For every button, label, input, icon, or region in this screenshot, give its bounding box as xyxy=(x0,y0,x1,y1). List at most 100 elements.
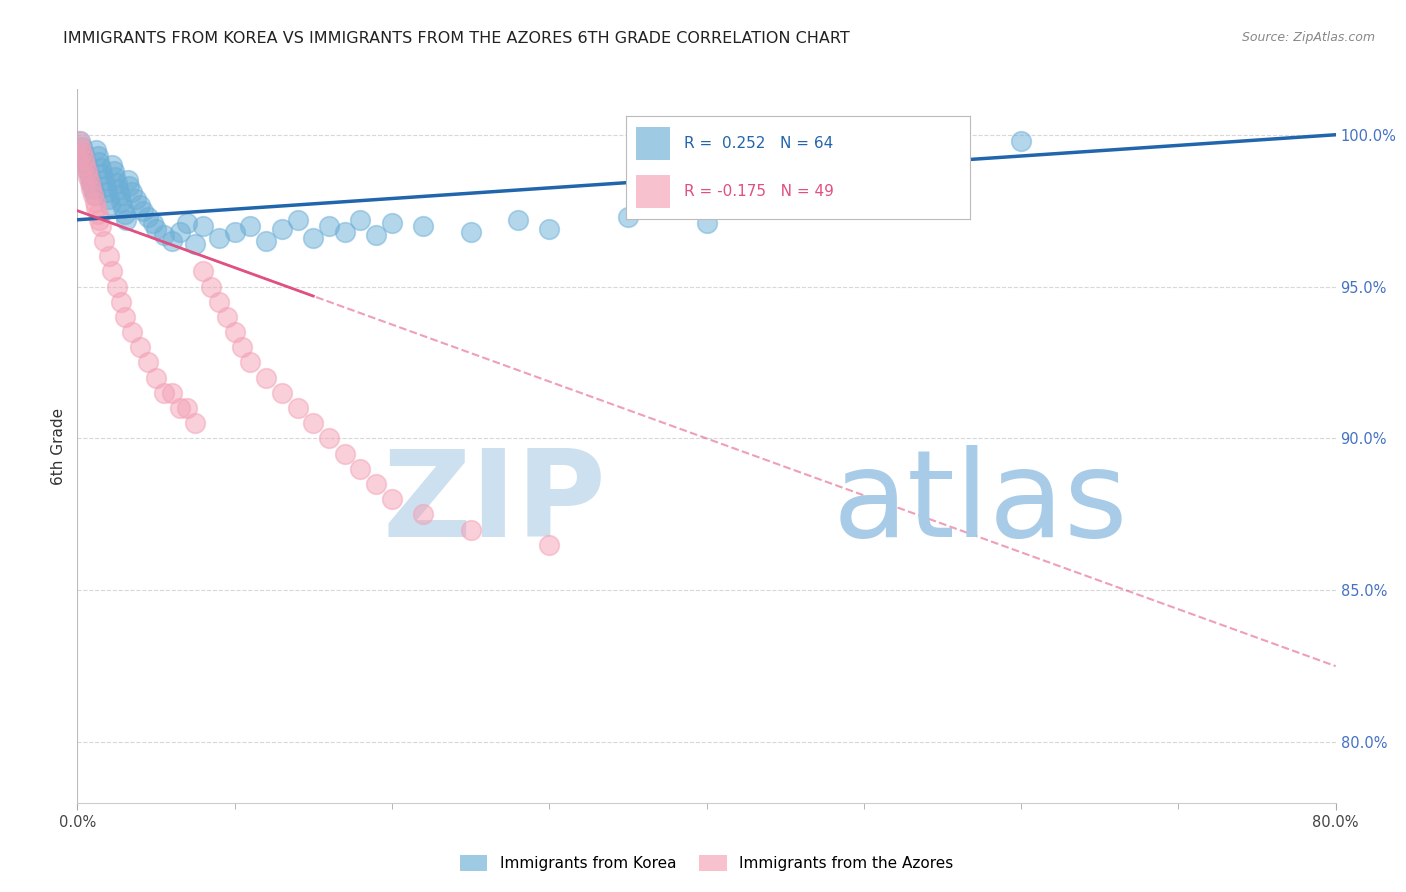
Point xyxy=(153,385,176,400)
Point xyxy=(160,385,183,400)
Point xyxy=(69,140,91,154)
Point xyxy=(318,219,340,233)
Point xyxy=(145,222,167,236)
Point xyxy=(70,140,93,154)
Point xyxy=(460,523,482,537)
Point xyxy=(506,212,529,227)
Point xyxy=(538,538,561,552)
Point xyxy=(696,216,718,230)
Point xyxy=(366,227,388,242)
Point xyxy=(366,477,388,491)
Point xyxy=(142,216,165,230)
Point xyxy=(121,325,143,339)
Point xyxy=(80,177,103,191)
Point xyxy=(129,340,152,354)
Point xyxy=(1010,134,1032,148)
Point xyxy=(90,219,112,233)
Point xyxy=(121,186,143,200)
Text: ZIP: ZIP xyxy=(382,444,606,562)
Point xyxy=(136,210,159,224)
Point xyxy=(114,310,136,324)
Point xyxy=(89,212,111,227)
Point xyxy=(239,355,262,369)
Point xyxy=(84,143,107,157)
Point xyxy=(136,355,159,369)
Legend: Immigrants from Korea, Immigrants from the Azores: Immigrants from Korea, Immigrants from t… xyxy=(454,849,959,877)
Point xyxy=(333,225,356,239)
Point xyxy=(103,164,125,178)
Point xyxy=(97,192,120,206)
Point xyxy=(169,225,191,239)
Point xyxy=(101,158,124,172)
Point xyxy=(82,182,104,196)
Point xyxy=(215,310,238,324)
Point xyxy=(75,158,97,172)
Point xyxy=(97,249,120,263)
Point xyxy=(83,194,105,209)
Point xyxy=(270,222,292,236)
Point xyxy=(76,158,98,172)
Point xyxy=(200,279,222,293)
Point xyxy=(381,216,404,230)
Point xyxy=(93,234,115,248)
Point xyxy=(77,164,100,178)
Point xyxy=(349,462,371,476)
Point xyxy=(381,492,404,507)
Point xyxy=(231,340,253,354)
Point xyxy=(111,201,134,215)
Point xyxy=(184,237,207,252)
Point xyxy=(108,188,131,202)
Point xyxy=(105,177,128,191)
Point xyxy=(191,264,215,278)
Point xyxy=(117,173,139,187)
Point xyxy=(239,219,262,233)
Point xyxy=(70,145,93,160)
Point xyxy=(333,447,356,461)
Point xyxy=(412,219,434,233)
Point xyxy=(87,207,110,221)
Point xyxy=(153,227,176,242)
Point xyxy=(270,385,292,400)
Point xyxy=(224,325,246,339)
Point xyxy=(318,431,340,445)
Point xyxy=(176,401,198,415)
Bar xyxy=(636,128,671,160)
Text: Source: ZipAtlas.com: Source: ZipAtlas.com xyxy=(1241,31,1375,45)
Point xyxy=(129,197,152,211)
Point xyxy=(114,207,136,221)
Y-axis label: 6th Grade: 6th Grade xyxy=(51,408,66,484)
Point xyxy=(90,161,112,176)
Point xyxy=(75,152,97,166)
Point xyxy=(91,167,114,181)
Point xyxy=(132,203,155,218)
Point xyxy=(79,170,101,185)
Point xyxy=(96,186,118,200)
Point xyxy=(124,192,146,206)
Point xyxy=(184,416,207,430)
Bar xyxy=(636,176,671,208)
Point xyxy=(79,177,101,191)
Text: R =  0.252   N = 64: R = 0.252 N = 64 xyxy=(685,136,834,151)
Point xyxy=(254,370,277,384)
Point xyxy=(94,179,117,194)
Point xyxy=(287,212,309,227)
Point xyxy=(82,188,104,202)
Point xyxy=(77,170,100,185)
Point xyxy=(69,134,91,148)
Point xyxy=(254,234,277,248)
Point xyxy=(302,231,325,245)
Point xyxy=(349,212,371,227)
Point xyxy=(118,179,141,194)
Point xyxy=(98,197,121,211)
Point xyxy=(105,279,128,293)
Point xyxy=(460,225,482,239)
Text: IMMIGRANTS FROM KOREA VS IMMIGRANTS FROM THE AZORES 6TH GRADE CORRELATION CHART: IMMIGRANTS FROM KOREA VS IMMIGRANTS FROM… xyxy=(63,31,851,46)
Point xyxy=(104,170,127,185)
Point xyxy=(93,173,115,187)
Point xyxy=(176,216,198,230)
Point xyxy=(110,294,132,309)
Point xyxy=(83,188,105,202)
Point xyxy=(538,222,561,236)
Point xyxy=(84,201,107,215)
Point xyxy=(80,182,103,196)
